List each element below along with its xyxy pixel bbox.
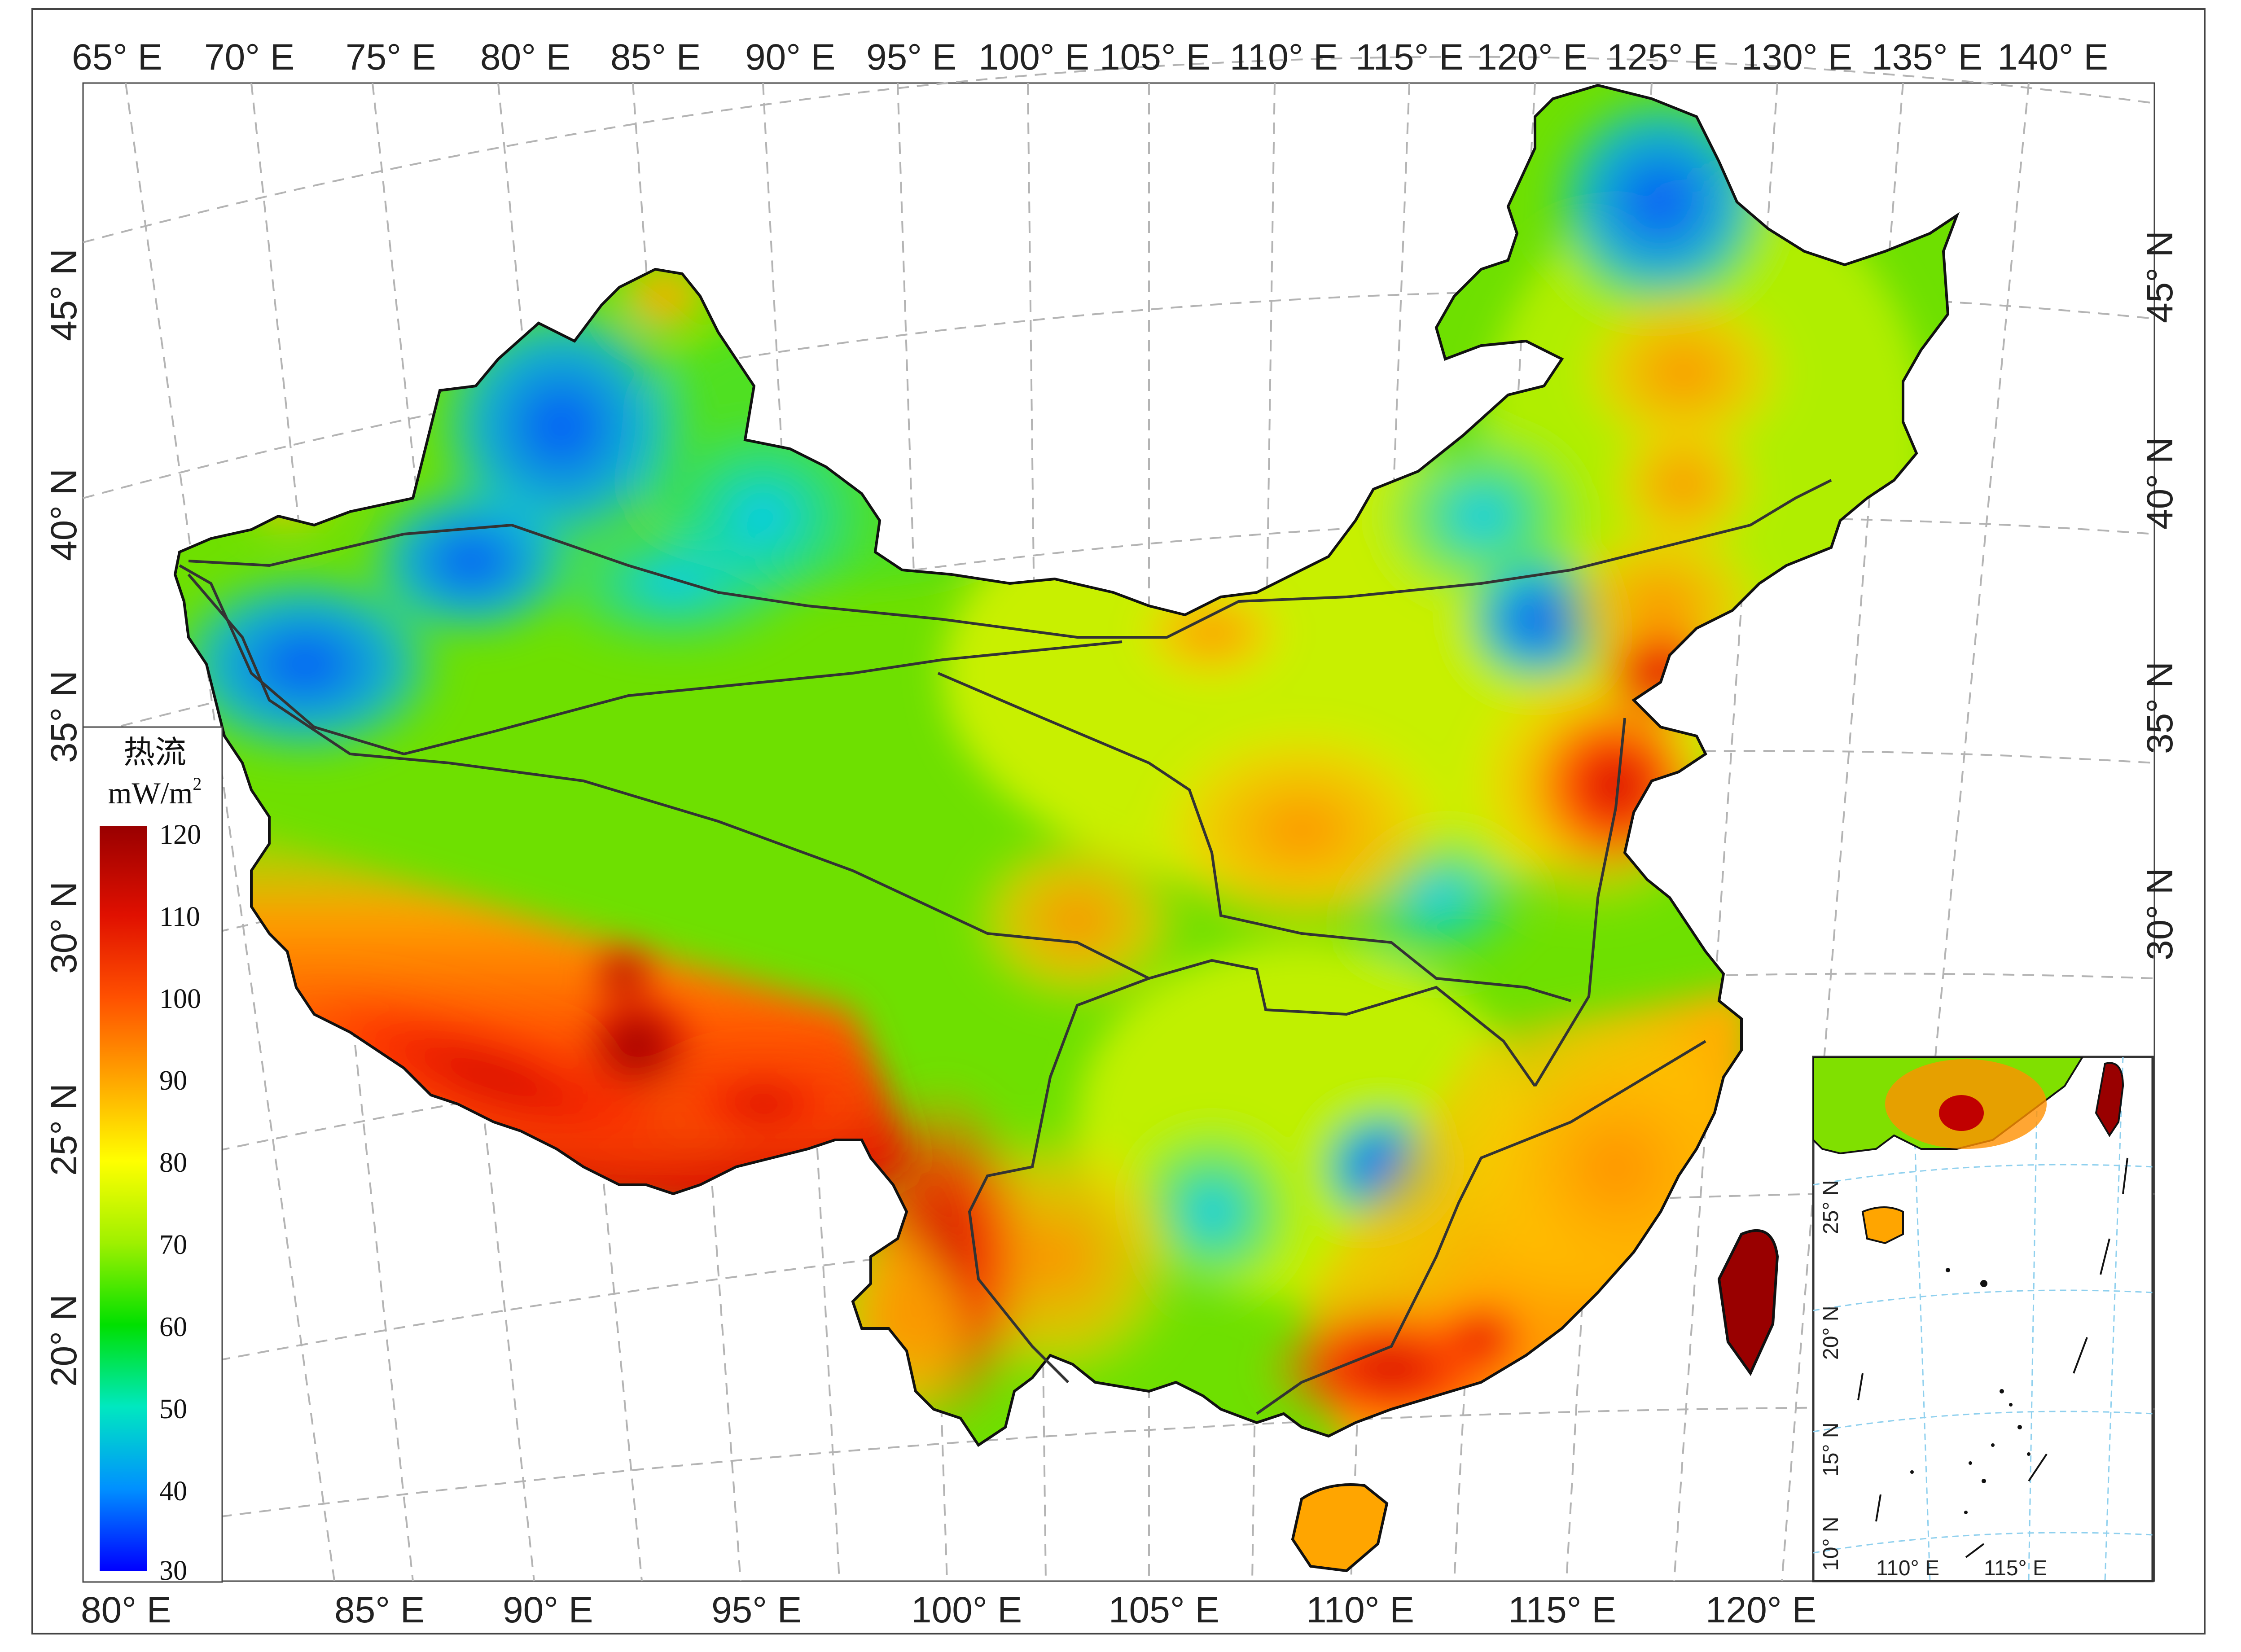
top-tick-label: 140° E [1997, 37, 2108, 78]
top-tick-label: 105° E [1100, 37, 1210, 78]
inset-hainan [1861, 1206, 1904, 1244]
legend-tick: 120 [159, 819, 201, 850]
legend-tick: 50 [159, 1394, 187, 1424]
inset-nine-dash-line [1857, 1157, 2128, 1558]
bottom-tick-label: 100° E [911, 1590, 1022, 1630]
right-axis: 45° N 40° N 35° N 30° N [2140, 231, 2180, 960]
legend-tick: 60 [159, 1312, 187, 1342]
inset-lon-label: 115° E [1984, 1556, 2047, 1580]
top-tick-label: 135° E [1872, 37, 1982, 78]
bottom-tick-label: 105° E [1109, 1590, 1219, 1630]
left-tick-label: 40° N [44, 469, 84, 561]
bottom-tick-label: 120° E [1706, 1590, 1816, 1630]
legend-tick: 30 [159, 1556, 187, 1586]
legend-tick: 90 [159, 1065, 187, 1096]
top-tick-label: 70° E [204, 37, 294, 78]
bottom-axis: 80° E 85° E 90° E 95° E 100° E 105° E 11… [81, 1590, 1816, 1630]
top-tick-label: 110° E [1230, 37, 1338, 78]
inset-lat-label: 20° N [1819, 1306, 1843, 1360]
bottom-tick-label: 90° E [503, 1590, 593, 1630]
inset-lat-labels: 25° N 20° N 15° N 10° N [1819, 1180, 1843, 1571]
left-axis: 45° N 40° N 35° N 30° N 25° N 20° N [44, 249, 84, 1387]
outer-frame [31, 8, 2206, 1634]
top-axis: 65° E 70° E 75° E 80° E 85° E 90° E 95° … [72, 37, 2108, 78]
inset-lon-label: 110° E [1876, 1556, 1939, 1580]
hainan-island [1291, 1483, 1389, 1573]
tectonic-boundaries [179, 479, 1832, 1415]
legend-tick: 80 [159, 1148, 187, 1178]
right-tick-label: 35° N [2140, 662, 2180, 754]
legend-tick: 40 [159, 1476, 187, 1507]
right-tick-label: 45° N [2140, 231, 2180, 323]
left-tick-label: 20° N [44, 1294, 84, 1387]
bottom-tick-label: 85° E [334, 1590, 425, 1630]
bottom-tick-label: 95° E [711, 1590, 802, 1630]
left-tick-label: 35° N [44, 670, 84, 763]
right-tick-label: 30° N [2140, 868, 2180, 960]
heat-flow-field [175, 85, 1957, 1445]
legend-unit-text: mW/m [108, 776, 193, 810]
taiwan-island [1717, 1229, 1779, 1376]
top-tick-label: 85° E [610, 37, 701, 78]
legend-unit-sup: 2 [193, 774, 202, 794]
legend-title: 热流 [123, 736, 186, 770]
top-tick-label: 75° E [346, 37, 436, 78]
legend-tick: 70 [159, 1230, 187, 1260]
left-tick-label: 25° N [44, 1083, 84, 1176]
legend-unit: mW/m2 [108, 774, 202, 810]
bottom-tick-label: 80° E [81, 1590, 171, 1630]
top-tick-label: 115° E [1355, 37, 1464, 78]
top-tick-label: 130° E [1741, 37, 1852, 78]
bottom-tick-label: 110° E [1306, 1590, 1414, 1630]
legend: 热流 mW/m2 120 110 100 90 80 70 60 50 40 3… [82, 726, 223, 1586]
left-tick-label: 30° N [44, 881, 84, 974]
top-tick-label: 100° E [978, 37, 1089, 78]
top-tick-label: 65° E [72, 37, 162, 78]
south-china-sea-inset: 25° N 20° N 15° N 10° N 110° E 115° E [1812, 1056, 2154, 1582]
bottom-tick-label: 115° E [1508, 1590, 1616, 1630]
legend-tick: 100 [159, 984, 201, 1014]
color-bar [100, 826, 147, 1571]
inset-lat-label: 10° N [1819, 1516, 1843, 1571]
top-tick-label: 120° E [1477, 37, 1588, 78]
top-tick-label: 125° E [1607, 37, 1718, 78]
top-tick-label: 90° E [745, 37, 835, 78]
inset-lat-label: 25° N [1819, 1180, 1843, 1234]
inset-islands [1910, 1268, 2030, 1514]
inset-hot-spot [1939, 1095, 1984, 1131]
inset-taiwan [2095, 1062, 2124, 1137]
top-tick-label: 95° E [866, 37, 956, 78]
inset-lat-label: 15° N [1819, 1422, 1843, 1477]
left-tick-label: 45° N [44, 249, 84, 341]
top-tick-label: 80° E [480, 37, 570, 78]
right-tick-label: 40° N [2140, 437, 2180, 530]
legend-tick: 110 [159, 902, 200, 932]
